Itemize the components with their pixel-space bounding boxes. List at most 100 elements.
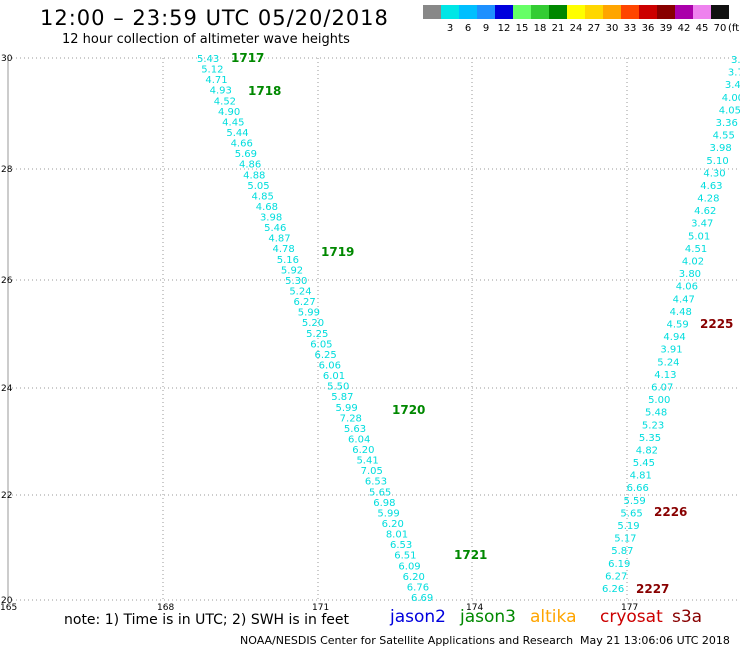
map-grid xyxy=(7,57,740,601)
latitude-label: 22 xyxy=(1,491,12,501)
wave-height-value: 3.91 xyxy=(660,345,682,356)
wave-height-value: 3.80 xyxy=(679,269,701,280)
wave-height-value: 5.44 xyxy=(226,128,248,139)
wave-height-value: 6.27 xyxy=(605,571,627,582)
scale-swatch xyxy=(459,5,477,19)
wave-height-value: 6.66 xyxy=(627,483,649,494)
wave-height-value: 4.63 xyxy=(700,181,722,192)
wave-height-value: 6.07 xyxy=(651,382,673,393)
legend-jason2: jason2 xyxy=(390,607,446,627)
scale-swatch xyxy=(477,5,495,19)
wave-height-value: 4.48 xyxy=(670,307,692,318)
scale-swatch xyxy=(657,5,675,19)
wave-height-value: 5.92 xyxy=(281,265,303,276)
wave-height-value: 5.05 xyxy=(247,181,269,192)
wave-height-value: 5.59 xyxy=(624,496,646,507)
wave-height-value: 6.19 xyxy=(608,559,630,570)
wave-height-value: 4.66 xyxy=(231,139,253,150)
longitude-label: 174 xyxy=(466,603,483,613)
latitude-label: 28 xyxy=(1,165,13,175)
footer-credit: NOAA/NESDIS Center for Satellite Applica… xyxy=(240,634,574,647)
wave-height-value: 4.93 xyxy=(210,86,232,97)
wave-height-value: 4.86 xyxy=(239,160,261,171)
wave-height-value: 4.02 xyxy=(682,257,704,268)
wave-height-value: 5.24 xyxy=(657,357,679,368)
legend-note: note: 1) Time is in UTC; 2) SWH is in fe… xyxy=(64,612,350,628)
scale-swatch xyxy=(675,5,693,19)
wave-height-value: 5.30 xyxy=(285,276,307,287)
wave-height-value: 5.25 xyxy=(306,329,328,340)
wave-height-value: 4.87 xyxy=(268,234,290,245)
wave-height-value: 4.13 xyxy=(654,370,676,381)
wave-height-value: 5.00 xyxy=(648,395,670,406)
wave-height-value: 3.4 xyxy=(725,80,740,91)
wave-height-value: 5.63 xyxy=(344,424,366,435)
wave-height-value: 3.7 xyxy=(728,68,740,79)
time-label: 1721 xyxy=(454,548,487,562)
scale-label: 36 xyxy=(641,23,655,34)
scale-unit: (ft) xyxy=(728,23,740,34)
wave-height-value: 4.62 xyxy=(694,206,716,217)
wave-height-value: 6.20 xyxy=(352,445,374,456)
wave-height-value: 5.41 xyxy=(356,456,378,467)
wave-height-value: 4.28 xyxy=(697,194,719,205)
wave-height-value: 4.47 xyxy=(673,294,695,305)
altimeter-track-east: 3. 3.73.4 4.004.05 3.36 4.553.98 5.104.30 4.63… xyxy=(602,55,740,595)
wave-height-value: 4.00 xyxy=(722,93,740,104)
wave-height-value: 4.71 xyxy=(205,75,227,86)
wave-height-value: 4.90 xyxy=(218,107,240,118)
scale-label: 9 xyxy=(482,23,490,34)
legend-cryosat: cryosat xyxy=(600,607,663,627)
wave-height-value: 4.94 xyxy=(663,332,685,343)
wave-height-value: 6.53 xyxy=(390,540,412,551)
wave-height-value: 4.45 xyxy=(222,117,244,128)
scale-swatch xyxy=(423,5,441,19)
wave-height-value: 4.06 xyxy=(676,282,698,293)
scale-label: 39 xyxy=(659,23,673,34)
wave-height-value: 6.51 xyxy=(394,551,416,562)
wave-height-value: 6.26 xyxy=(602,584,624,595)
wave-height-value: 5.87 xyxy=(611,546,633,557)
wave-height-value: 5.87 xyxy=(331,392,353,403)
wave-height-value: 5.99 xyxy=(335,403,357,414)
longitude-label: 165 xyxy=(0,603,17,613)
longitude-label: 177 xyxy=(621,603,638,613)
scale-label: 24 xyxy=(569,23,583,34)
wave-height-value: 4.30 xyxy=(703,168,725,179)
scale-swatch xyxy=(441,5,459,19)
wave-height-value: 3.47 xyxy=(691,219,713,230)
scale-label: 3 xyxy=(446,23,454,34)
latitude-label: 30 xyxy=(1,54,13,64)
wave-height-value: 3.98 xyxy=(710,143,732,154)
latitude-label: 24 xyxy=(1,384,13,394)
wave-height-value: 6.20 xyxy=(382,519,404,530)
time-label: 1717 xyxy=(231,51,264,65)
scale-label: 27 xyxy=(587,23,601,34)
wave-height-value: 6.06 xyxy=(319,360,341,371)
wave-height-value: 5.19 xyxy=(617,521,639,532)
wave-height-value: 5.69 xyxy=(235,149,257,160)
time-label: 1719 xyxy=(321,245,354,259)
scale-label: 21 xyxy=(551,23,565,34)
wave-height-value: 5.45 xyxy=(633,458,655,469)
footer-timestamp: May 21 13:06:06 UTC 2018 xyxy=(580,634,730,647)
wave-height-value: 4.68 xyxy=(256,202,278,213)
wave-height-value: 5.46 xyxy=(264,223,286,234)
wave-height-value: 5.01 xyxy=(688,231,710,242)
wave-height-value: 5.17 xyxy=(614,534,636,545)
wave-height-value: 4.85 xyxy=(252,191,274,202)
altimeter-track-west: 5.435.124.714.934.524.904.455.444.665.69… xyxy=(197,54,433,604)
wave-height-value: 5.35 xyxy=(639,433,661,444)
wave-height-value: 6.01 xyxy=(323,371,345,382)
wave-height-value: 5.43 xyxy=(197,54,219,65)
latitude-labels: 30 28 26 24 22 20 xyxy=(1,54,13,606)
scale-swatch xyxy=(711,5,729,19)
scale-label: 33 xyxy=(623,23,637,34)
wave-height-value: 4.78 xyxy=(273,244,295,255)
legend-altika: altika xyxy=(530,607,577,627)
legend-s3a: s3a xyxy=(672,607,703,627)
scale-swatch xyxy=(549,5,567,19)
wave-height-value: 5.24 xyxy=(289,287,311,298)
scale-label: 30 xyxy=(605,23,619,34)
